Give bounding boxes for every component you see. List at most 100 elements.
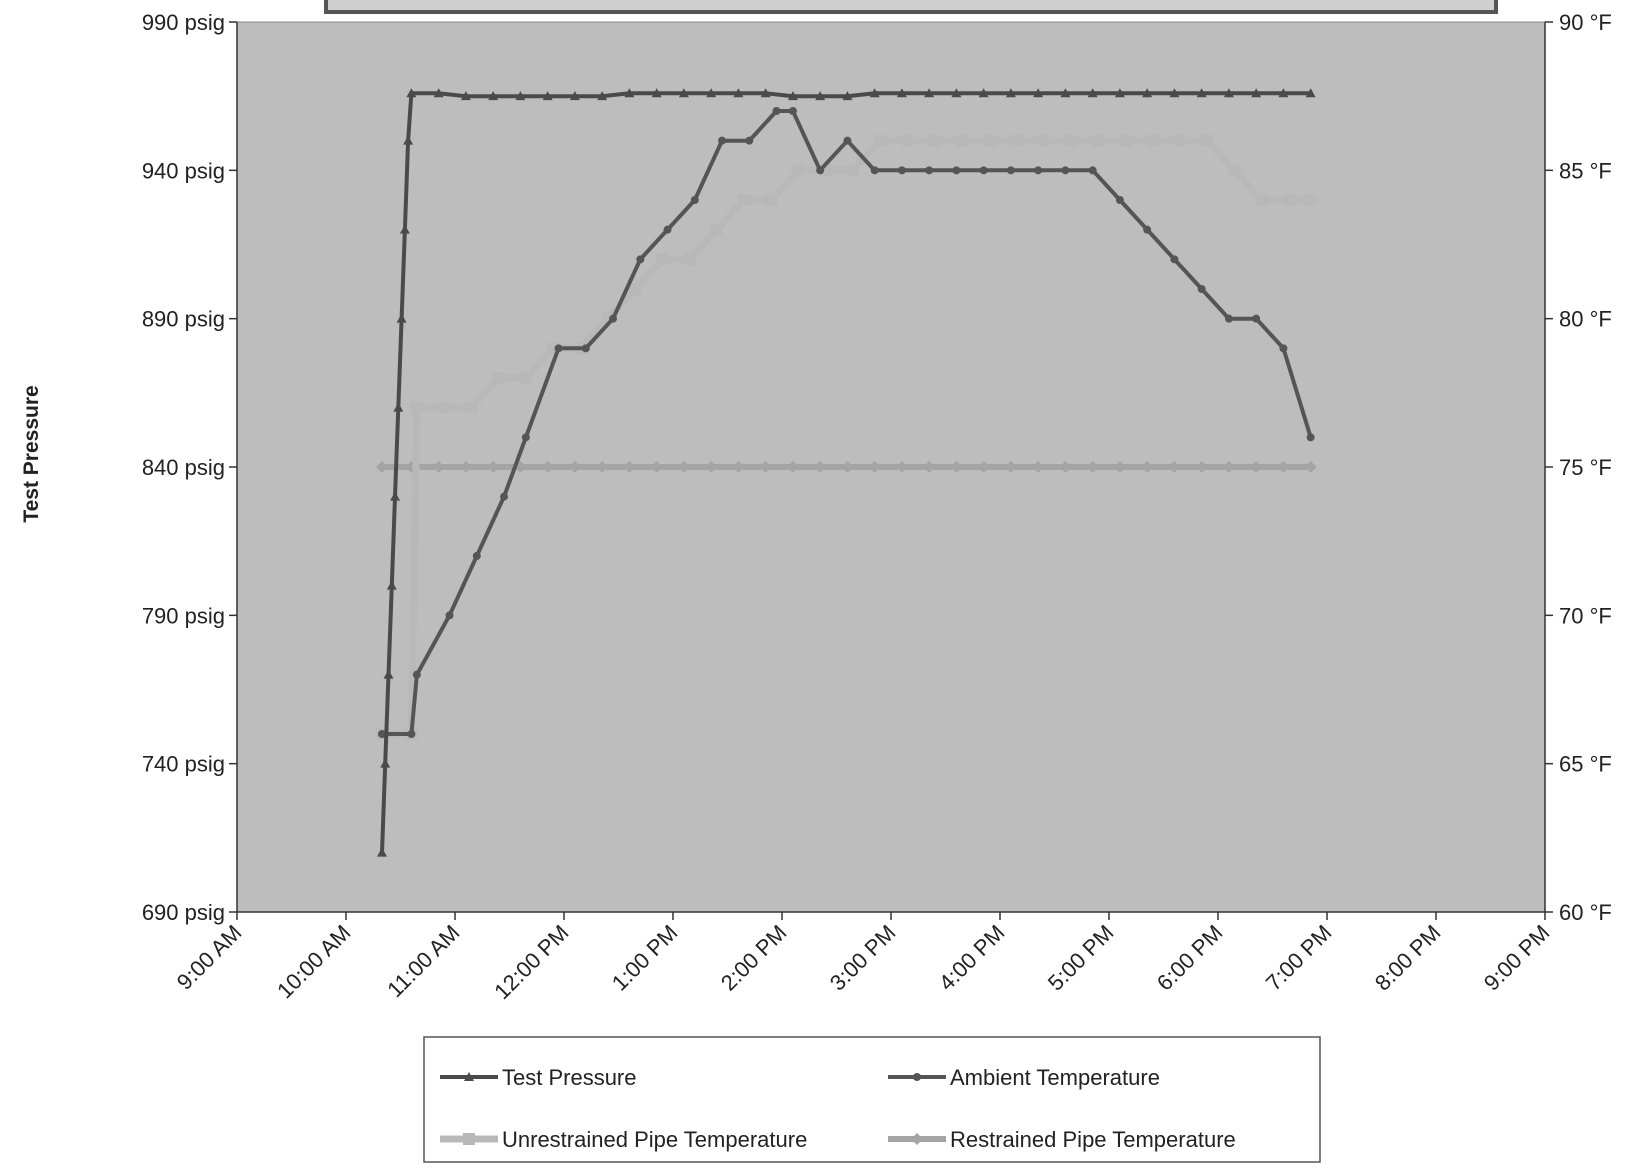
data-point-restrained-pipe-temperature [923, 461, 936, 473]
data-point-test-pressure [376, 847, 387, 857]
data-point-ambient-temperature [1088, 166, 1097, 175]
data-point-restrained-pipe-temperature [1195, 461, 1208, 473]
series-ambient-temperature [377, 107, 1315, 738]
data-point-restrained-pipe-temperature [1304, 461, 1317, 473]
legend-label: Test Pressure [502, 1065, 637, 1090]
data-point-unrestrained-pipe-temperature [1255, 194, 1268, 206]
data-point-test-pressure [1223, 88, 1234, 98]
x-tick-label: 3:00 PM [825, 920, 901, 996]
y-right-tick-label: 70 °F [1559, 603, 1612, 628]
data-point-test-pressure [433, 88, 444, 98]
data-point-test-pressure [569, 91, 580, 101]
data-point-restrained-pipe-temperature [1113, 461, 1126, 473]
data-point-restrained-pipe-temperature [868, 461, 881, 473]
data-point-unrestrained-pipe-temperature [1010, 134, 1023, 147]
legend-swatch-marker [463, 1133, 475, 1145]
data-point-unrestrained-pipe-temperature [1146, 134, 1159, 147]
legend-box [423, 1036, 1321, 1163]
data-point-unrestrained-pipe-temperature [928, 134, 941, 147]
data-point-restrained-pipe-temperature [786, 461, 799, 473]
data-point-test-pressure [1305, 88, 1316, 98]
data-point-test-pressure [1033, 88, 1044, 98]
data-point-test-pressure [386, 580, 397, 590]
y-axis-title-left: Test Pressure [20, 385, 43, 522]
legend-label: Restrained Pipe Temperature [950, 1127, 1236, 1152]
data-point-unrestrained-pipe-temperature [683, 253, 696, 266]
data-point-restrained-pipe-temperature [1032, 461, 1045, 473]
series-test-pressure [376, 88, 1316, 857]
data-point-unrestrained-pipe-temperature [737, 194, 750, 206]
data-point-unrestrained-pipe-temperature [874, 134, 887, 147]
y-right-tick-label: 85 °F [1559, 158, 1612, 183]
data-point-restrained-pipe-temperature [1250, 461, 1263, 473]
data-point-ambient-temperature [1061, 166, 1070, 175]
data-point-ambient-temperature [1197, 285, 1206, 293]
data-point-ambient-temperature [1115, 196, 1124, 204]
data-point-restrained-pipe-temperature [1168, 461, 1181, 473]
data-point-restrained-pipe-temperature [459, 461, 472, 473]
data-point-unrestrained-pipe-temperature [1037, 134, 1050, 147]
data-point-ambient-temperature [745, 136, 754, 145]
data-point-unrestrained-pipe-temperature [1282, 194, 1295, 206]
x-tick-label: 11:00 AM [382, 920, 464, 1002]
data-point-test-pressure [651, 88, 662, 98]
series-layer [375, 88, 1317, 857]
y-left-tick-label: 940 psig [142, 158, 225, 183]
data-point-test-pressure [678, 88, 689, 98]
data-point-restrained-pipe-temperature [596, 461, 609, 473]
data-point-unrestrained-pipe-temperature [465, 401, 478, 414]
data-point-ambient-temperature [979, 166, 988, 175]
data-point-ambient-temperature [772, 107, 781, 115]
data-point-ambient-temperature [690, 196, 699, 204]
data-point-test-pressure [1142, 88, 1153, 98]
data-point-test-pressure [978, 88, 989, 98]
data-point-restrained-pipe-temperature [1277, 461, 1290, 473]
data-point-ambient-temperature [472, 552, 481, 560]
legend-item-test-pressure: Test Pressure [440, 1065, 637, 1090]
x-tick-label: 2:00 PM [716, 920, 792, 996]
data-point-test-pressure [597, 91, 608, 101]
data-point-restrained-pipe-temperature [1059, 461, 1072, 473]
data-point-test-pressure [380, 758, 391, 768]
data-point-unrestrained-pipe-temperature [983, 134, 996, 147]
data-point-test-pressure [1278, 88, 1289, 98]
data-point-unrestrained-pipe-temperature [1173, 134, 1186, 147]
data-point-test-pressure [406, 88, 417, 98]
data-point-unrestrained-pipe-temperature [792, 164, 805, 177]
data-point-ambient-temperature [1252, 314, 1261, 323]
legend-item-restrained-pipe-temperature: Restrained Pipe Temperature [888, 1127, 1236, 1152]
data-point-unrestrained-pipe-temperature [1119, 134, 1132, 147]
data-point-test-pressure [706, 88, 717, 98]
data-point-test-pressure [383, 669, 394, 679]
data-point-unrestrained-pipe-temperature [1228, 164, 1241, 177]
data-point-unrestrained-pipe-temperature [901, 134, 914, 147]
data-point-unrestrained-pipe-temperature [765, 194, 778, 206]
data-point-restrained-pipe-temperature [705, 461, 718, 473]
data-point-ambient-temperature [897, 166, 906, 175]
data-point-ambient-temperature [521, 433, 530, 442]
data-point-restrained-pipe-temperature [1141, 461, 1154, 473]
data-point-ambient-temperature [636, 255, 645, 264]
data-point-unrestrained-pipe-temperature [628, 283, 641, 295]
data-point-ambient-temperature [445, 611, 454, 620]
data-point-restrained-pipe-temperature [650, 461, 663, 473]
data-point-test-pressure [1251, 88, 1262, 98]
data-point-unrestrained-pipe-temperature [1201, 134, 1214, 147]
y-right-tick-label: 65 °F [1559, 752, 1612, 777]
title-banner-frame [324, 0, 1498, 14]
data-point-test-pressure [1005, 88, 1016, 98]
data-point-test-pressure [403, 135, 414, 145]
data-point-ambient-temperature [663, 225, 672, 234]
legend-swatch-marker [911, 1133, 923, 1145]
data-point-ambient-temperature [843, 136, 852, 145]
data-point-ambient-temperature [1034, 166, 1043, 175]
legend-swatch-marker [913, 1073, 921, 1081]
legend-item-ambient-temperature: Ambient Temperature [888, 1065, 1160, 1090]
data-point-unrestrained-pipe-temperature [410, 401, 423, 414]
data-point-ambient-temperature [1143, 225, 1152, 234]
data-point-ambient-temperature [377, 730, 386, 738]
data-point-test-pressure [1196, 88, 1207, 98]
data-point-unrestrained-pipe-temperature [519, 372, 532, 384]
data-point-ambient-temperature [609, 314, 618, 323]
